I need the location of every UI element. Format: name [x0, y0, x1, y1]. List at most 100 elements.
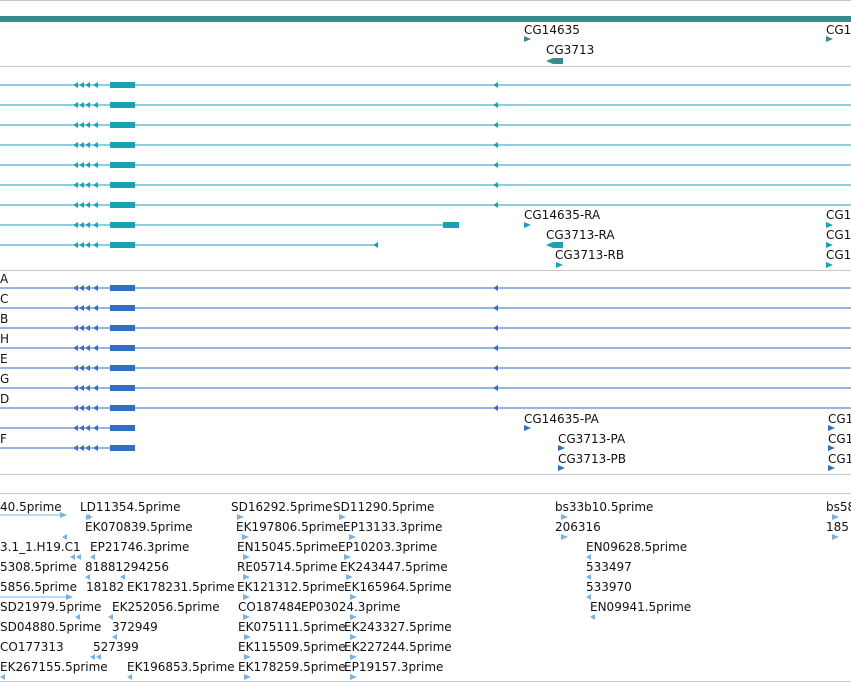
est-arrow[interactable] [90, 554, 95, 560]
est-label[interactable]: EK178259.5prime [238, 660, 346, 674]
est-label[interactable]: EP03024.3prime [301, 600, 401, 614]
cds-arrow[interactable] [93, 345, 98, 351]
feature-arrow[interactable] [546, 242, 553, 248]
est-arrow[interactable] [243, 554, 250, 560]
cds-block[interactable] [110, 405, 135, 411]
exon-arrow[interactable] [85, 182, 90, 188]
exon-arrow[interactable] [79, 162, 84, 168]
feature-arrow[interactable] [826, 262, 833, 268]
cds-arrow[interactable] [493, 365, 498, 371]
cds-arrow[interactable] [73, 285, 78, 291]
est-label[interactable]: 5308.5prime [0, 560, 77, 574]
est-label[interactable]: 533497 [586, 560, 632, 574]
exon-arrow[interactable] [493, 122, 498, 128]
cds-arrow[interactable] [493, 305, 498, 311]
est-label[interactable]: EK243447.5prime [340, 560, 448, 574]
cds-arrow[interactable] [73, 365, 78, 371]
exon-block[interactable] [553, 242, 563, 248]
exon-arrow[interactable] [79, 222, 84, 228]
exon-block[interactable] [110, 142, 135, 148]
est-label[interactable]: SD16292.5prime [231, 500, 333, 514]
est-label[interactable]: EK178231.5prime [127, 580, 235, 594]
est-label[interactable]: 533970 [586, 580, 632, 594]
cds-arrow[interactable] [493, 385, 498, 391]
feature-arrow[interactable] [826, 222, 833, 228]
est-label[interactable]: EK227244.5prime [344, 640, 452, 654]
exon-block[interactable] [110, 182, 135, 188]
cds-block[interactable] [110, 365, 135, 371]
exon-arrow[interactable] [73, 102, 78, 108]
cds-arrow[interactable] [79, 365, 84, 371]
exon-arrow[interactable] [73, 222, 78, 228]
cds-block[interactable] [110, 305, 135, 311]
cds-arrow[interactable] [85, 425, 90, 431]
cds-arrow[interactable] [85, 345, 90, 351]
cds-arrow[interactable] [73, 425, 78, 431]
feature-arrow[interactable] [558, 445, 565, 451]
exon-block[interactable] [110, 202, 135, 208]
est-label[interactable]: RE05714.5prime [237, 560, 338, 574]
exon-arrow[interactable] [85, 202, 90, 208]
cds-arrow[interactable] [79, 445, 84, 451]
est-arrow[interactable] [242, 534, 249, 540]
cds-arrow[interactable] [79, 345, 84, 351]
exon-arrow[interactable] [493, 102, 498, 108]
est-arrow[interactable] [243, 594, 250, 600]
est-label[interactable]: EN09941.5prime [590, 600, 692, 614]
cds-arrow[interactable] [93, 445, 98, 451]
transcript-label[interactable]: CG14635-RA [524, 208, 601, 222]
feature-arrow[interactable] [828, 465, 835, 471]
protein-label[interactable]: CG1 [828, 432, 851, 446]
protein-label[interactable]: CG1 [828, 412, 851, 426]
protein-label[interactable]: CG3713-PB [558, 452, 627, 466]
cds-arrow[interactable] [93, 385, 98, 391]
exon-arrow[interactable] [93, 222, 98, 228]
est-arrow[interactable] [243, 614, 250, 620]
cds-arrow[interactable] [85, 365, 90, 371]
cds-arrow[interactable] [85, 305, 90, 311]
est-label[interactable]: SD11290.5prime [333, 500, 435, 514]
protein-label[interactable]: CG14635-PA [524, 412, 599, 426]
exon-arrow[interactable] [493, 202, 498, 208]
est-arrow[interactable] [60, 512, 67, 518]
exon-arrow[interactable] [79, 242, 84, 248]
transcript-label[interactable]: CG1 [826, 248, 851, 262]
cds-arrow[interactable] [493, 285, 498, 291]
est-arrow[interactable] [244, 634, 251, 640]
cds-arrow[interactable] [85, 405, 90, 411]
est-label[interactable]: 527399 [93, 640, 139, 654]
est-label[interactable]: 81881294256 [85, 560, 169, 574]
cds-arrow[interactable] [73, 305, 78, 311]
est-label[interactable]: EK252056.5prime [112, 600, 220, 614]
exon-arrow[interactable] [85, 142, 90, 148]
exon-arrow[interactable] [79, 182, 84, 188]
gene-label[interactable]: CG14635 [524, 23, 580, 37]
exon-arrow[interactable] [79, 122, 84, 128]
cds-arrow[interactable] [93, 425, 98, 431]
est-arrow[interactable] [62, 534, 67, 540]
gene-label[interactable]: CG1 [826, 23, 851, 37]
cds-block[interactable] [110, 425, 135, 431]
est-arrow[interactable] [350, 654, 357, 660]
est-arrow[interactable] [244, 654, 251, 660]
est-arrow[interactable] [75, 614, 80, 620]
est-arrow[interactable] [66, 594, 73, 600]
exon-arrow[interactable] [493, 182, 498, 188]
gene-feature[interactable] [524, 36, 531, 42]
exon-arrow[interactable] [85, 242, 90, 248]
est-label[interactable]: CO177313 [0, 640, 64, 654]
est-arrow[interactable] [586, 574, 591, 580]
cds-arrow[interactable] [73, 445, 78, 451]
est-label[interactable]: EP13133.3prime [343, 520, 443, 534]
exon-block[interactable] [110, 242, 135, 248]
exon-arrow[interactable] [93, 122, 98, 128]
cds-arrow[interactable] [73, 345, 78, 351]
est-label[interactable]: EP21746.3prime [90, 540, 190, 554]
cds-block[interactable] [110, 385, 135, 391]
exon-arrow[interactable] [85, 122, 90, 128]
est-arrow[interactable] [90, 654, 95, 660]
exon-arrow[interactable] [493, 162, 498, 168]
cds-arrow[interactable] [79, 405, 84, 411]
est-arrow[interactable] [586, 554, 591, 560]
exon-block[interactable] [443, 222, 459, 228]
